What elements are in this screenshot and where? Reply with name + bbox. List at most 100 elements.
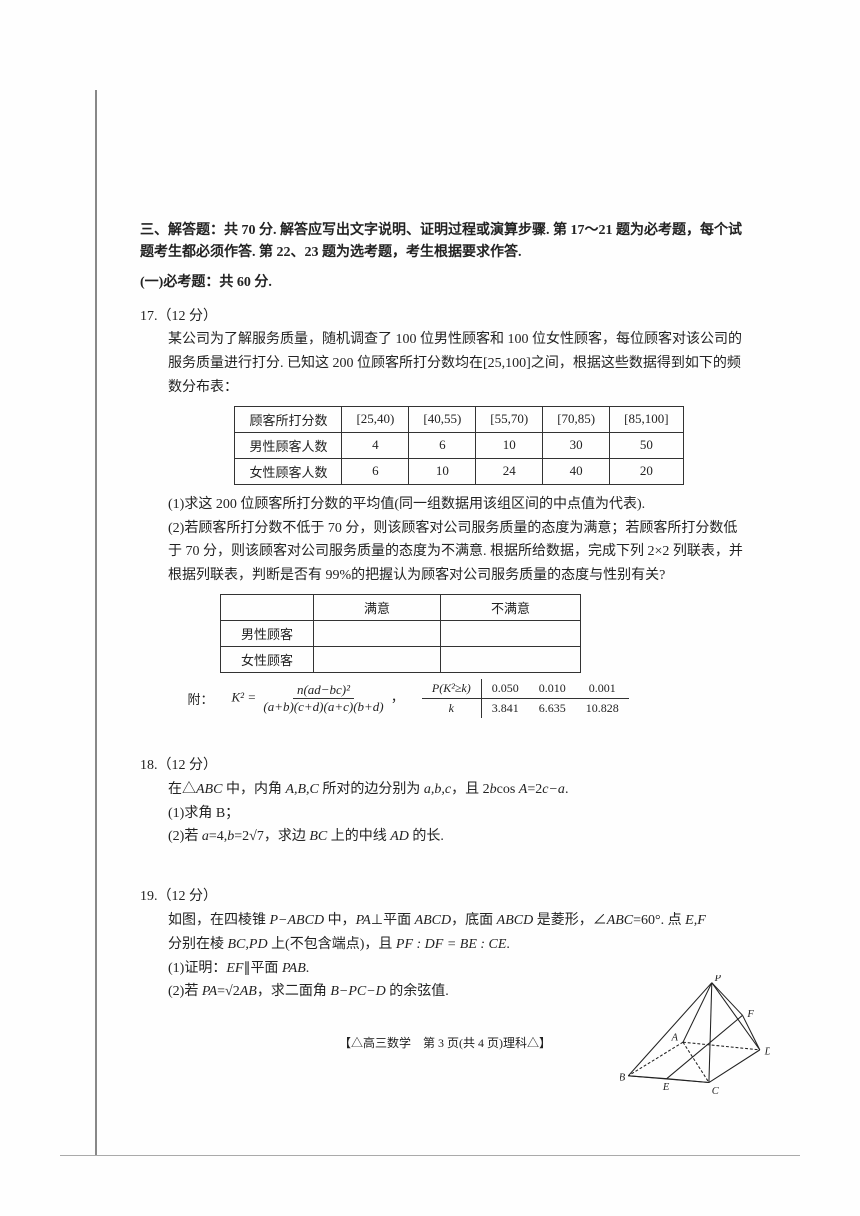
table-cell: 女性顾客 <box>221 646 314 672</box>
q17-number: 17.（12 分） <box>140 305 750 329</box>
q17-sub1: (1)求这 200 位顾客所打分数的平均值(同一组数据用该组区间的中点值为代表)… <box>168 493 750 517</box>
table-cell: 10.828 <box>576 698 629 718</box>
text: =2√7，求边 <box>234 829 309 844</box>
table-row: P(K²≥k) 0.050 0.010 0.001 <box>422 679 629 699</box>
table-cell <box>441 620 581 646</box>
text: BC,PD <box>228 937 268 952</box>
text: E,F <box>685 913 706 928</box>
q18-p1: 在△ABC 中，内角 A,B,C 所对的边分别为 a,b,c，且 2bcos A… <box>168 778 750 802</box>
text: AB <box>240 984 257 999</box>
q17-freq-table: 顾客所打分数 [25,40) [40,55) [55,70) [70,85) [… <box>234 406 683 485</box>
text: BC <box>309 829 327 844</box>
svg-text:A: A <box>670 1032 678 1043</box>
text: ，求二面角 <box>257 984 331 999</box>
text: A,B,C <box>285 782 318 797</box>
text: PAB <box>282 961 306 976</box>
table-cell: k <box>422 698 481 718</box>
text: 中，内角 <box>222 782 285 797</box>
q17-p1: 某公司为了解服务质量，随机调查了 100 位男性顾客和 100 位女性顾客，每位… <box>168 328 750 399</box>
table-row: 顾客所打分数 [25,40) [40,55) [55,70) [70,85) [… <box>235 406 683 432</box>
text: . <box>506 937 510 952</box>
text: 如图，在四棱锥 <box>168 913 270 928</box>
text: ∥平面 <box>243 961 282 976</box>
formula-prefix: 附： <box>188 689 214 708</box>
spacer <box>140 718 750 744</box>
table-row: k 3.841 6.635 10.828 <box>422 698 629 718</box>
table-cell <box>441 646 581 672</box>
table-header <box>221 594 314 620</box>
table-cell: 10 <box>409 458 476 484</box>
text: (2)若 <box>168 829 202 844</box>
table-cell: 0.001 <box>576 679 629 699</box>
text: . <box>306 961 310 976</box>
table-cell: 3.841 <box>481 698 529 718</box>
fraction-den: (a+b)(c+d)(a+c)(b+d) <box>259 699 387 715</box>
text: ABCD <box>415 913 452 928</box>
text: 分别在棱 <box>168 937 228 952</box>
table-row: 男性顾客人数 4 6 10 30 50 <box>235 432 683 458</box>
svg-text:C: C <box>712 1086 720 1095</box>
table-header: 不满意 <box>441 594 581 620</box>
table-cell: 24 <box>476 458 543 484</box>
q18-body: 在△ABC 中，内角 A,B,C 所对的边分别为 a,b,c，且 2bcos A… <box>140 778 750 849</box>
text: =√2 <box>217 984 240 999</box>
q19-number: 19.（12 分） <box>140 885 750 909</box>
q18-sub1: (1)求角 B； <box>168 802 750 826</box>
formula: K² = n(ad−bc)² (a+b)(c+d)(a+c)(b+d) ， <box>232 682 404 715</box>
scan-bottom-edge <box>60 1155 800 1156</box>
text: ABCD <box>497 913 534 928</box>
text: EF <box>226 961 243 976</box>
table-header: 顾客所打分数 <box>235 406 342 432</box>
fraction-num: n(ad−bc)² <box>293 682 354 699</box>
svg-text:D: D <box>764 1047 770 1058</box>
text: PA <box>202 984 217 999</box>
text: ，且 2 <box>451 782 490 797</box>
q18-sub2: (2)若 a=4,b=2√7，求边 BC 上的中线 AD 的长. <box>168 825 750 849</box>
table-cell: 6.635 <box>529 698 576 718</box>
svg-text:F: F <box>746 1009 754 1020</box>
q17-blank-table: 满意 不满意 男性顾客 女性顾客 <box>220 594 581 673</box>
table-cell: 30 <box>543 432 610 458</box>
table-cell <box>314 646 441 672</box>
pyramid-diagram: PFADBEC <box>620 975 770 1095</box>
table-cell <box>314 620 441 646</box>
table-cell: 50 <box>610 432 683 458</box>
table-row: 女性顾客 <box>221 646 581 672</box>
critical-value-table: P(K²≥k) 0.050 0.010 0.001 k 3.841 6.635 … <box>422 679 629 718</box>
q17-body: 某公司为了解服务质量，随机调查了 100 位男性顾客和 100 位女性顾客，每位… <box>140 328 750 718</box>
text: a,b,c <box>424 782 451 797</box>
table-cell: 男性顾客 <box>221 620 314 646</box>
spacer <box>140 849 750 875</box>
table-header: 满意 <box>314 594 441 620</box>
text: 上(不包含端点)，且 <box>268 937 396 952</box>
q19-p2: 分别在棱 BC,PD 上(不包含端点)，且 PF : DF = BE : CE. <box>168 933 750 957</box>
text: PA <box>356 913 371 928</box>
table-cell: 4 <box>342 432 409 458</box>
text: 上的中线 <box>327 829 390 844</box>
text: =60°. 点 <box>633 913 685 928</box>
fraction: n(ad−bc)² (a+b)(c+d)(a+c)(b+d) <box>259 682 387 715</box>
table-header: [55,70) <box>476 406 543 432</box>
table-row: 满意 不满意 <box>221 594 581 620</box>
section-sub: (一)必考题：共 60 分. <box>140 271 750 295</box>
table-header: [85,100] <box>610 406 683 432</box>
text: P−ABCD <box>270 913 325 928</box>
text: cos <box>497 782 519 797</box>
section-title: 三、解答题：共 70 分. 解答应写出文字说明、证明过程或演算步骤. 第 17～… <box>140 220 750 265</box>
formula-lhs: K² = <box>232 689 257 704</box>
table-cell: 6 <box>342 458 409 484</box>
text: ，底面 <box>451 913 497 928</box>
table-cell: 10 <box>476 432 543 458</box>
text: PF : DF = BE : CE <box>396 937 507 952</box>
text: B−PC−D <box>330 984 385 999</box>
svg-text:P: P <box>714 975 722 984</box>
text: ABC <box>196 782 222 797</box>
table-header: [25,40) <box>342 406 409 432</box>
table-cell: 6 <box>409 432 476 458</box>
table-header: [40,55) <box>409 406 476 432</box>
q17-formula-row: 附： K² = n(ad−bc)² (a+b)(c+d)(a+c)(b+d) ，… <box>188 679 751 718</box>
text: ABC <box>607 913 633 928</box>
text: (2)若 <box>168 984 202 999</box>
table-cell: 男性顾客人数 <box>235 432 342 458</box>
text: c−a <box>542 782 565 797</box>
